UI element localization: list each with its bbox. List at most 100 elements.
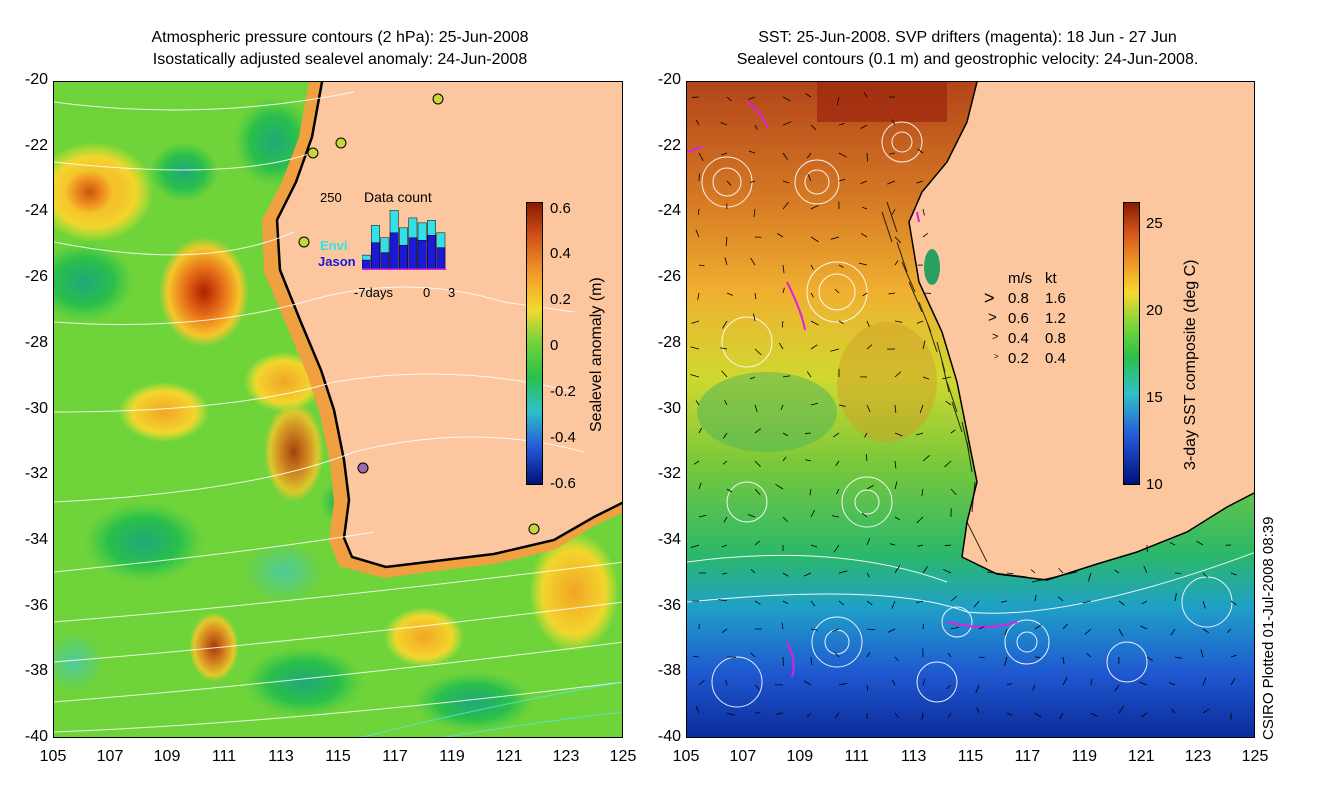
sealevel-tick-3: 0 bbox=[550, 337, 559, 354]
velocity-arrow bbox=[1004, 656, 1008, 666]
sst-tick-10: 10 bbox=[1146, 476, 1163, 493]
velocity-arrow bbox=[1174, 593, 1177, 602]
left-x-tick-label: 111 bbox=[211, 748, 237, 765]
velocity-arrow bbox=[1226, 628, 1232, 633]
velocity-header-ms: m/s bbox=[1008, 270, 1033, 287]
velocity-arrow bbox=[860, 233, 868, 238]
velocity-arrow bbox=[750, 257, 756, 266]
velocity-arrow bbox=[691, 320, 700, 324]
velocity-arrow bbox=[782, 121, 792, 126]
right-x-tick-label: 115 bbox=[957, 748, 984, 765]
velocity-arrow bbox=[945, 400, 952, 406]
velocity-arrow bbox=[1030, 569, 1036, 574]
velocity-arrow bbox=[695, 706, 700, 714]
inset-x-tick-zero: 0 bbox=[423, 285, 431, 300]
velocity-arrow bbox=[978, 626, 985, 630]
velocity-arrow bbox=[690, 374, 700, 378]
velocity-arrow bbox=[1086, 653, 1092, 658]
right-x-tick-label: 105 bbox=[672, 748, 700, 765]
velocity-arrow bbox=[726, 712, 735, 716]
velocity-arrow bbox=[858, 262, 868, 266]
velocity-arrow bbox=[782, 656, 784, 666]
jason-bar bbox=[362, 259, 371, 270]
velocity-arrow bbox=[1034, 595, 1037, 602]
velocity-arrow bbox=[836, 488, 840, 495]
velocity-arrow bbox=[834, 288, 840, 294]
velocity-arrow bbox=[722, 320, 728, 329]
velocity-arrow bbox=[1141, 712, 1148, 718]
velocity-arrow bbox=[894, 320, 903, 323]
jason-bar bbox=[371, 242, 380, 270]
velocity-arrow bbox=[921, 488, 924, 497]
sealevel-colorbar bbox=[526, 202, 543, 485]
velocity-arrow bbox=[804, 432, 812, 434]
left-x-tick-label: 123 bbox=[552, 748, 580, 765]
velocity-arrow bbox=[866, 628, 876, 631]
velocity-arrow bbox=[754, 540, 761, 546]
velocity-arrow bbox=[838, 600, 845, 606]
velocity-arrow bbox=[1032, 684, 1036, 691]
velocity-arrow bbox=[725, 680, 728, 686]
sealevel-tick-0: 0.6 bbox=[550, 200, 571, 217]
velocity-arrow bbox=[1202, 677, 1207, 686]
velocity-arrow bbox=[721, 370, 728, 378]
velocity-arrow bbox=[889, 152, 896, 155]
velocity-arrow bbox=[781, 320, 784, 328]
velocity-arrow bbox=[831, 515, 840, 518]
velocity-arrow bbox=[894, 460, 897, 469]
velocity-arrow bbox=[724, 257, 728, 266]
velocity-arrow bbox=[698, 514, 707, 518]
right-x-tick-label: 117 bbox=[1014, 748, 1041, 765]
right-title-line2: Sealevel contours (0.1 m) and geostrophi… bbox=[736, 51, 1199, 68]
left-y-tick-label: -28 bbox=[24, 333, 48, 351]
credit-text: CSIRO Plotted 01-Jul-2008 08:39 bbox=[1260, 516, 1277, 740]
left-x-tick-label: 113 bbox=[268, 748, 294, 765]
velocity-arrow bbox=[782, 152, 788, 160]
velocity-arrow bbox=[921, 712, 924, 720]
velocity-arrow bbox=[1143, 565, 1148, 574]
velocity-arrow bbox=[1174, 656, 1183, 659]
velocity-arrow bbox=[922, 340, 926, 350]
velocity-arrow bbox=[916, 320, 924, 324]
velocity-arrow bbox=[753, 208, 756, 218]
velocity-arrow bbox=[1114, 684, 1120, 692]
velocity-arrow bbox=[865, 454, 868, 462]
velocity-arrow bbox=[1230, 572, 1237, 576]
jason-bar bbox=[389, 232, 399, 270]
right-x-tick-label: 113 bbox=[900, 748, 927, 765]
right-y-tick-label: -20 bbox=[657, 71, 681, 88]
left-x-tick-label: 117 bbox=[382, 748, 408, 765]
velocity-arrow bbox=[832, 628, 840, 632]
velocity-arrow bbox=[891, 600, 896, 609]
right-x-tick-label: 107 bbox=[729, 748, 757, 765]
velocity-arrow bbox=[810, 628, 818, 631]
velocity-arrow bbox=[754, 292, 757, 300]
right-x-tick-label: 121 bbox=[1127, 748, 1155, 765]
velocity-arrow bbox=[693, 460, 700, 465]
velocity-arrow bbox=[833, 544, 840, 553]
velocity-arrow bbox=[922, 678, 926, 686]
left-x-tick-label: 107 bbox=[96, 748, 124, 765]
velocity-arrow bbox=[889, 543, 896, 546]
velocity-arrow bbox=[782, 375, 791, 378]
velocity-arrow bbox=[748, 514, 756, 518]
right-x-tick-label: 123 bbox=[1184, 748, 1212, 765]
velocity-arrow bbox=[894, 236, 902, 244]
velocity-arrow bbox=[725, 236, 728, 246]
jason-bar bbox=[436, 247, 446, 270]
velocity-arrow bbox=[894, 371, 902, 378]
velocity-arrow bbox=[944, 460, 952, 468]
velocity-arrow bbox=[943, 568, 952, 574]
velocity-arrow bbox=[1006, 572, 1014, 575]
velocity-arrow bbox=[754, 404, 758, 412]
jason-bar bbox=[417, 239, 427, 270]
right-x-tick-label: 119 bbox=[1071, 748, 1098, 765]
velocity-arrow bbox=[1034, 712, 1042, 718]
velocity-arrow bbox=[721, 544, 728, 548]
velocity-arrow bbox=[1034, 624, 1042, 630]
velocity-arrow bbox=[866, 600, 873, 606]
velocity-arrow bbox=[807, 173, 812, 182]
velocity-arrow-icon-3: > bbox=[992, 331, 999, 343]
velocity-arrow bbox=[723, 516, 728, 523]
sst-map bbox=[686, 81, 1255, 738]
